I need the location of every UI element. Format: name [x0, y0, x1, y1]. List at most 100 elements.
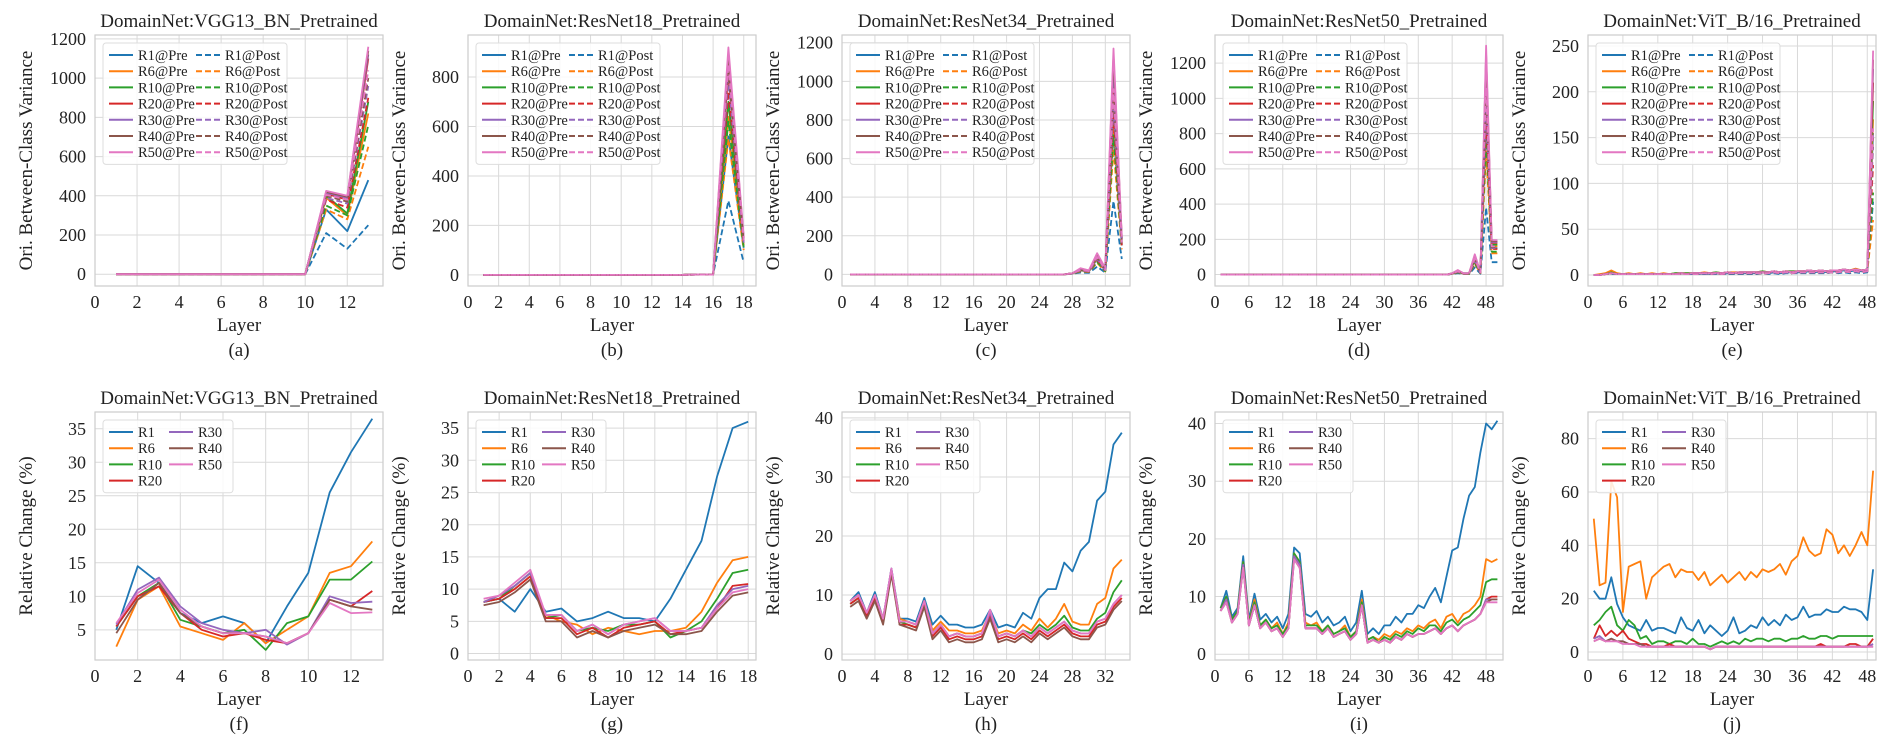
legend-label: R1	[511, 425, 528, 441]
series-line-r1-post	[483, 199, 745, 276]
series-line-r50	[1219, 558, 1498, 644]
series-line-r50-post	[850, 88, 1123, 276]
panel-title: DomainNet:VGG13_BN_Pretrained	[100, 11, 378, 32]
plot-frame	[467, 34, 757, 287]
panel-label: (a)	[228, 340, 249, 361]
y-tick-label: 80	[1561, 429, 1579, 449]
legend-label: R1	[885, 425, 902, 441]
x-tick-label: 24	[1719, 292, 1737, 312]
legend-label: R10	[885, 457, 909, 473]
y-tick-label: 40	[815, 408, 833, 428]
y-tick-label: 0	[450, 265, 459, 285]
legend-label: R30@Post	[1345, 113, 1408, 129]
x-tick-label: 4	[525, 292, 534, 312]
x-tick-label: 28	[1063, 666, 1081, 686]
y-tick-label: 50	[1561, 219, 1579, 239]
series-line-r10-post	[1593, 192, 1874, 276]
plot-frame	[841, 411, 1131, 661]
panel-label: (d)	[1348, 340, 1370, 361]
legend-label: R10	[511, 457, 535, 473]
y-tick-label: 0	[77, 264, 86, 284]
legend-label: R10	[138, 457, 162, 473]
legend-label: R10@Pre	[1258, 80, 1315, 96]
legend-label: R6@Post	[972, 64, 1027, 80]
legend-label: R1@Post	[1718, 48, 1773, 64]
x-tick-label: 12	[643, 292, 661, 312]
y-tick-label: 30	[441, 450, 459, 470]
x-tick-label: 0	[91, 666, 100, 686]
series-line-r40	[483, 578, 749, 639]
x-tick-label: 24	[1342, 292, 1360, 312]
legend-label: R20	[511, 474, 535, 490]
legend-label: R10@Post	[598, 80, 661, 96]
y-axis-label: Relative Change (%)	[763, 456, 784, 615]
legend-label: R6@Post	[1718, 64, 1773, 80]
series-group	[1220, 44, 1498, 276]
series-line-r6	[1592, 470, 1874, 613]
legend-label: R50@Pre	[1258, 145, 1315, 161]
legend-label: R50@Pre	[138, 145, 195, 161]
panel-title: DomainNet:ResNet50_Pretrained	[1231, 11, 1488, 32]
legend: R1@PreR6@PreR10@PreR20@PreR30@PreR40@Pre…	[849, 42, 1035, 165]
x-tick-label: 18	[1684, 666, 1702, 686]
series-line-r50	[849, 567, 1123, 638]
x-tick-label: 8	[903, 666, 912, 686]
plot-frame	[1214, 411, 1504, 661]
legend-box	[475, 42, 661, 165]
legend-label: R1	[1631, 425, 1648, 441]
legend-label: R30@Pre	[885, 113, 942, 129]
x-tick-label: 30	[1754, 292, 1772, 312]
panel-label: (c)	[975, 340, 996, 361]
legend-label: R6@Post	[598, 64, 653, 80]
x-tick-label: 12	[338, 292, 356, 312]
x-tick-label: 0	[464, 666, 473, 686]
legend-label: R20@Post	[1345, 97, 1408, 113]
x-tick-label: 4	[870, 666, 879, 686]
legend-label: R40@Pre	[885, 129, 942, 145]
x-tick-label: 10	[612, 292, 630, 312]
legend-label: R40	[1318, 441, 1342, 457]
y-tick-label: 25	[441, 483, 459, 503]
x-tick-label: 16	[965, 666, 983, 686]
legend-label: R50@Pre	[1631, 145, 1688, 161]
y-tick-label: 35	[441, 418, 459, 438]
legend-label: R50	[1318, 457, 1342, 473]
legend-label: R40@Post	[598, 129, 661, 145]
y-tick-label: 5	[77, 620, 86, 640]
y-axis-label: Ori. Between-Class Variance	[1136, 51, 1157, 271]
y-tick-label: 40	[1188, 414, 1206, 434]
legend: R1@PreR6@PreR10@PreR20@PreR30@PreR40@Pre…	[102, 42, 288, 165]
x-axis-label: Layer	[590, 689, 635, 710]
series-line-r20	[115, 585, 373, 645]
x-tick-label: 16	[965, 292, 983, 312]
chart-panel-b: 0 2 4 6 8 10 12 14 16 18 0 200 400 600 800 DomainNet:Re…	[389, 11, 757, 361]
x-tick-label: 14	[677, 666, 695, 686]
series-group	[1593, 50, 1874, 276]
x-tick-label: 8	[586, 292, 595, 312]
legend-label: R10@Pre	[138, 80, 195, 96]
legend-label: R10@Post	[225, 80, 288, 96]
chart-panel-e: 0 6 12 18 24 30 36 42 48 0 50 100 150 200 250 DomainNet…	[1509, 11, 1877, 361]
legend-label: R30@Pre	[1258, 113, 1315, 129]
legend-label: R1@Post	[225, 48, 280, 64]
x-tick-label: 0	[838, 292, 847, 312]
x-tick-label: 12	[932, 292, 950, 312]
series-line-r1	[483, 420, 749, 623]
legend-box	[1222, 42, 1408, 165]
x-tick-label: 8	[261, 666, 270, 686]
legend-label: R20	[1631, 474, 1655, 490]
series-group	[1592, 470, 1874, 651]
chart-panel-g: 0 2 4 6 8 10 12 14 16 18 0 5 10 15 20 25 30 35 DomainNet:R…	[389, 388, 757, 735]
legend-label: R30	[571, 425, 595, 441]
plot-frame	[94, 34, 384, 287]
series-group	[850, 47, 1123, 276]
y-tick-label: 400	[1179, 194, 1206, 214]
legend-label: R30@Post	[598, 113, 661, 129]
x-tick-label: 2	[495, 666, 504, 686]
chart-panel-i: 0 6 12 18 24 30 36 42 48 0 10 20 30 40 DomainNet:ResNe…	[1136, 388, 1504, 735]
chart-panel-a: 0 2 4 6 8 10 12 0 200 400 600 800 1000 1200 DomainNet:…	[16, 11, 384, 361]
series-line-r50	[115, 578, 373, 645]
series-line-r30-post	[1593, 146, 1874, 276]
y-tick-label: 1200	[1170, 53, 1206, 73]
panel-title: DomainNet:ResNet18_Pretrained	[484, 11, 741, 32]
